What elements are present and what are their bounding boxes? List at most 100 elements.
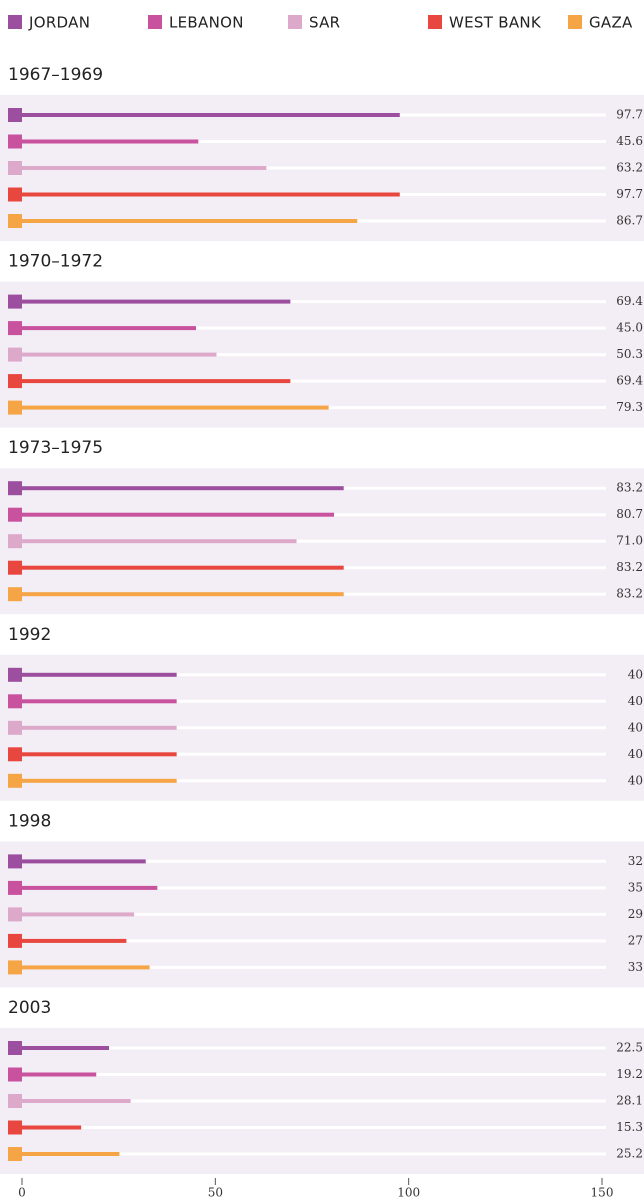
row-marker [8,187,22,202]
legend-swatch [8,15,22,29]
value-label: 79.3 [616,400,643,414]
row-marker [8,161,22,175]
value-label: 28.1 [616,1094,643,1108]
row-marker [8,667,22,682]
x-tick-label: 100 [397,1186,420,1200]
legend-swatch [148,15,162,29]
bar [22,113,400,117]
bar [22,219,358,223]
row-marker [8,747,22,762]
value-label: 29 [628,907,643,921]
row-marker [8,400,22,415]
bar [22,139,199,144]
value-label: 40 [628,773,643,787]
bar [22,1046,109,1050]
value-label: 40 [628,694,643,708]
bar [22,326,196,331]
value-label: 40 [628,720,643,734]
bar [22,672,177,677]
bar [22,1099,131,1103]
value-label: 19.2 [616,1067,643,1081]
row-marker [8,960,22,975]
legend-label: WEST BANK [449,14,542,32]
bar [22,1072,97,1077]
legend-label: JORDAN [28,14,90,32]
legend-label: LEBANON [169,14,244,32]
row-marker [8,694,22,709]
bar [22,592,344,597]
value-label: 25.2 [616,1147,643,1161]
bar [22,565,344,570]
row-marker [8,1120,22,1135]
bar [22,699,177,704]
legend-label: SAR [309,14,340,32]
row-marker [8,294,22,309]
value-label: 27 [628,933,643,947]
bar [22,778,177,783]
value-label: 97.7 [616,108,643,122]
row-marker [8,108,22,122]
bar [22,379,291,384]
bar [22,859,146,864]
row-marker [8,321,22,336]
bar [22,912,135,917]
row-marker [8,374,22,389]
bar [22,192,400,197]
value-label: 83.2 [616,560,643,574]
value-label: 22.5 [616,1041,643,1055]
value-label: 69.4 [616,294,643,308]
row-marker [8,880,22,895]
row-marker [8,587,22,602]
row-marker [8,854,22,869]
row-marker [8,214,22,228]
row-marker [8,1041,22,1055]
value-label: 63.2 [616,161,643,175]
row-marker [8,1147,22,1161]
value-label: 86.7 [616,214,643,228]
x-tick-label: 150 [591,1186,614,1200]
x-tick-label: 50 [208,1186,223,1200]
group-title: 1998 [8,811,51,831]
legend-swatch [568,15,582,29]
value-label: 45.0 [616,321,643,335]
bar [22,299,291,304]
value-label: 45.6 [616,134,643,148]
value-label: 33 [628,960,643,974]
bar [22,725,177,730]
legend-swatch [428,15,442,29]
group-title: 2003 [8,998,51,1018]
bar [22,752,177,757]
group-title: 1970–1972 [8,252,103,272]
value-label: 83.2 [616,481,643,495]
row-marker [8,773,22,788]
x-tick-label: 0 [18,1186,26,1200]
bar [22,352,217,357]
group-title: 1973–1975 [8,438,103,458]
bar [22,938,127,943]
bar [22,486,344,491]
group-title: 1992 [8,625,51,645]
value-label: 83.2 [616,587,643,601]
group-title: 1967–1969 [8,65,103,85]
row-marker [8,507,22,522]
row-marker [8,720,22,735]
bar [22,885,158,890]
value-label: 35 [628,880,643,894]
bar [22,512,335,517]
row-marker [8,933,22,948]
value-label: 32 [628,854,643,868]
value-label: 40 [628,667,643,681]
value-label: 40 [628,747,643,761]
row-marker [8,1094,22,1108]
value-label: 71.0 [616,534,643,548]
row-marker [8,134,22,149]
bar [22,405,329,410]
value-label: 97.7 [616,187,643,201]
legend-swatch [288,15,302,29]
row-marker [8,560,22,575]
bar [22,166,267,170]
bar [22,1152,120,1156]
value-label: 69.4 [616,374,643,388]
value-label: 15.3 [616,1120,643,1134]
